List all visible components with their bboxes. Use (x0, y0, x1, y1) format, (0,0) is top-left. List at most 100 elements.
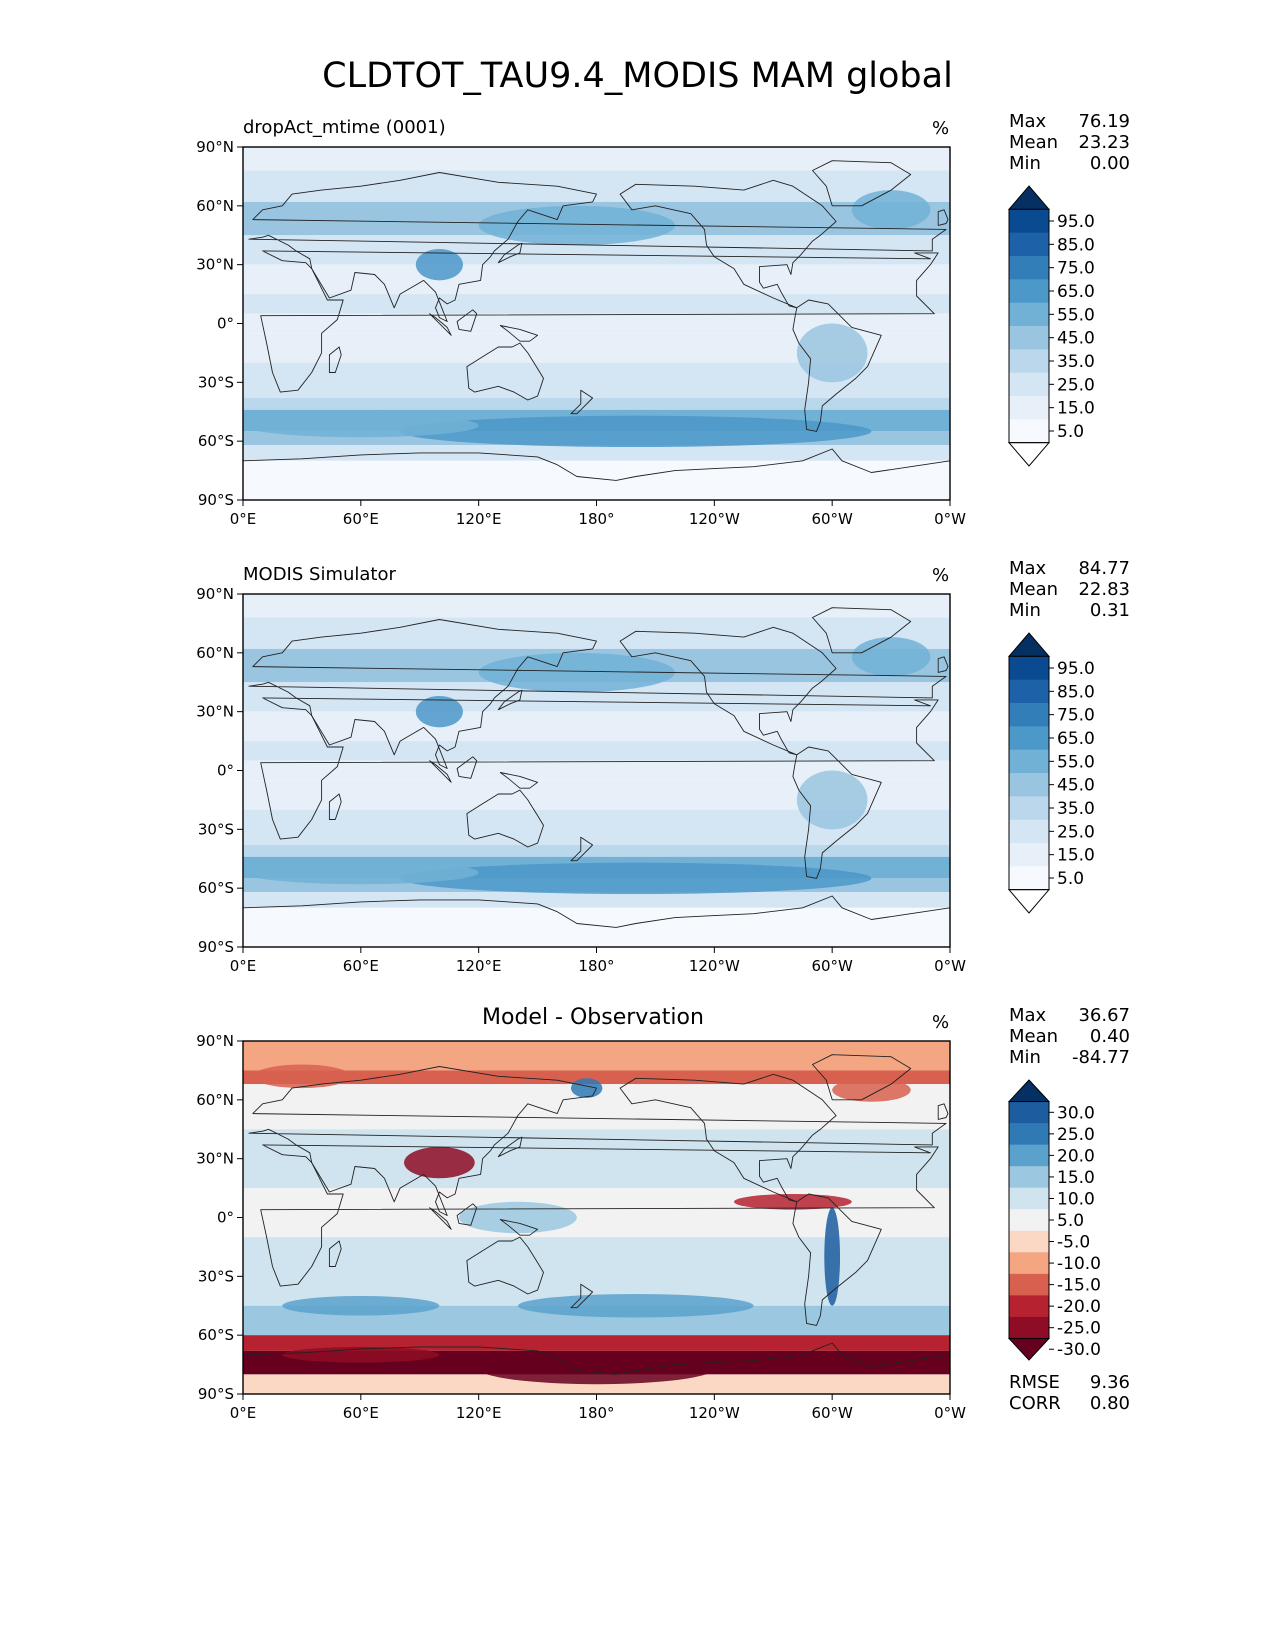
colorbar-label: 20.0 (1057, 1146, 1095, 1166)
colorbar-label: 45.0 (1057, 776, 1095, 796)
map-field-feature (400, 862, 872, 895)
y-tick-label: 90°N (196, 587, 234, 603)
map-area: 0°E 60°E 120°E 180° 120°W 60°W 0°W 90°N 60°N 30°N… (196, 140, 966, 528)
colorbar-extend-max (1007, 1079, 1051, 1103)
stat-min-label: Min (1009, 600, 1041, 621)
map-band (243, 170, 950, 202)
colorbar-label: 25.0 (1057, 1125, 1095, 1145)
colorbar-label: 75.0 (1057, 706, 1095, 726)
colorbar-label: 15.0 (1057, 1168, 1095, 1188)
y-tick-label: 60°N (196, 197, 234, 215)
map-field-feature (478, 1352, 715, 1385)
colorbar-segment (1009, 1230, 1049, 1253)
coastline (499, 772, 539, 789)
stat-max-value: 84.77 (1078, 558, 1130, 579)
coastline (429, 313, 452, 336)
map-field-feature (252, 1064, 352, 1089)
colorbar-label: 35.0 (1057, 799, 1095, 819)
colorbar-label: 65.0 (1057, 729, 1095, 749)
panel-3-map: 0°E 60°E 120°E 180° 120°W 60°W 0°W 90°N 60°N 30°N… (196, 1034, 966, 1422)
coastline (937, 656, 949, 673)
map-band (243, 594, 950, 618)
coastline (328, 793, 342, 820)
colorbar-segment (1009, 326, 1049, 350)
x-tick-label: 180° (578, 957, 614, 975)
colorbar-segment (1009, 256, 1049, 280)
colorbar-label: 15.0 (1057, 399, 1095, 419)
map-field-feature (824, 1207, 841, 1306)
x-tick-label: 60°E (343, 1404, 379, 1422)
colorbar-extend-min (1007, 1337, 1051, 1361)
figure-title: CLDTOT_TAU9.4_MODIS MAM global (322, 56, 953, 96)
stat-mean-value: 23.23 (1078, 132, 1130, 153)
map-field-feature (796, 323, 868, 383)
coastline (456, 309, 478, 332)
stat-corr-value: 0.80 (1089, 1393, 1130, 1414)
colorbar-segment (1009, 773, 1049, 797)
x-tick-label: 0°W (934, 510, 966, 528)
colorbar-label: 5.0 (1057, 1211, 1084, 1231)
coastline (792, 1193, 882, 1326)
map-band (243, 294, 950, 314)
stat-min-value: 0.31 (1089, 600, 1130, 621)
x-tick-label: 0°W (934, 1404, 966, 1422)
map-field-feature (400, 415, 872, 448)
colorbar-label: 5.0 (1057, 422, 1084, 442)
colorbar-segment (1009, 1187, 1049, 1210)
coastline (497, 1136, 523, 1158)
coastline (242, 1342, 951, 1395)
colorbar-label: -5.0 (1057, 1233, 1090, 1253)
stat-max-label: Max (1009, 111, 1047, 132)
coastline (242, 895, 951, 948)
colorbar-label: 30.0 (1057, 1103, 1095, 1123)
colorbar-segment (1009, 726, 1049, 751)
coastline (248, 1066, 947, 1216)
x-tick-label: 0°E (230, 957, 257, 975)
y-tick-label: 60°N (196, 644, 234, 662)
map-band (243, 741, 950, 761)
colorbar-segment (1009, 279, 1049, 304)
colorbar-extend-max (1007, 185, 1051, 210)
stat-min-value: 0.00 (1089, 153, 1130, 174)
colorbar-segment (1009, 1166, 1049, 1189)
colorbar-label: -20.0 (1057, 1297, 1101, 1317)
map-band (243, 907, 950, 947)
coastline (456, 1203, 478, 1226)
map-area: 0°E 60°E 120°E 180° 120°W 60°W 0°W 90°N 60°N 30°N… (196, 1034, 966, 1422)
coastline (328, 1240, 342, 1267)
map-field-feature (478, 652, 676, 693)
y-tick-label: 90°S (198, 938, 234, 956)
colorbar-segment (1009, 866, 1049, 891)
y-tick-label: 30°N (196, 1150, 234, 1168)
stat-max-value: 76.19 (1078, 111, 1130, 132)
map-band (243, 845, 950, 857)
map-area: 0°E 60°E 120°E 180° 120°W 60°W 0°W 90°N 60°N 30°N… (196, 587, 966, 975)
colorbar-label: 25.0 (1057, 375, 1095, 395)
map-band (243, 617, 950, 649)
map-field-feature (796, 770, 868, 830)
panel-2-colorbar: 95.0 85.0 75.0 65.0 55.0 45.0 35.0 25.0 15.0 5.0 (1007, 632, 1095, 914)
colorbar-segment (1009, 1209, 1049, 1232)
x-tick-label: 0°W (934, 957, 966, 975)
map-band (243, 460, 950, 500)
stat-min-value: -84.77 (1071, 1047, 1130, 1068)
colorbar-segment (1009, 703, 1049, 727)
stat-rmse-label: RMSE (1009, 1372, 1060, 1393)
colorbar-segment (1009, 349, 1049, 374)
colorbar-extend-min (1007, 889, 1051, 914)
panel-1-title: dropAct_mtime (0001) (243, 117, 446, 138)
y-tick-label: 60°N (196, 1091, 234, 1109)
colorbar-label: 35.0 (1057, 352, 1095, 372)
map-band (243, 398, 950, 410)
map-band (243, 147, 950, 171)
colorbar-segment (1009, 1316, 1049, 1339)
stat-max-label: Max (1009, 558, 1047, 579)
map-field-feature (459, 1201, 577, 1234)
map-field-feature (832, 1078, 911, 1102)
stat-min-label: Min (1009, 1047, 1041, 1068)
colorbar-segment (1009, 372, 1049, 397)
colorbar-label: 10.0 (1057, 1189, 1095, 1209)
coastline (812, 1054, 912, 1101)
stat-mean-label: Mean (1009, 579, 1059, 600)
map-field-feature (851, 637, 931, 677)
